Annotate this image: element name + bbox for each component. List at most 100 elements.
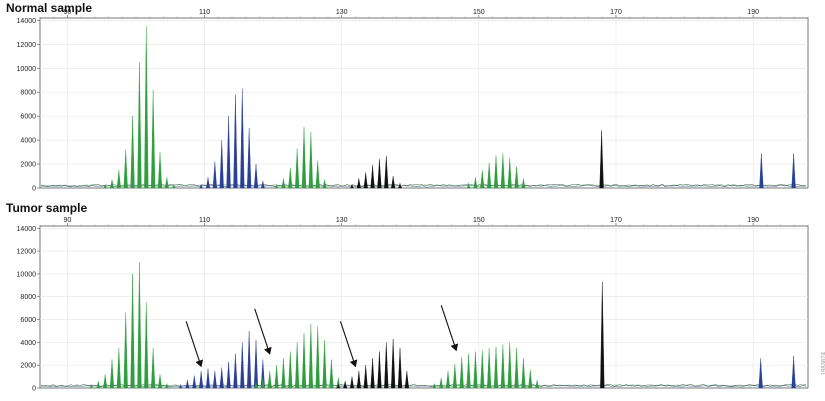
y-tick-label: 4000 xyxy=(20,340,36,347)
peak xyxy=(178,383,183,389)
peak xyxy=(274,365,279,389)
y-tick-label: 2000 xyxy=(20,162,36,169)
peak xyxy=(116,348,121,389)
y-tick-label: 8000 xyxy=(20,294,36,301)
plot-area xyxy=(39,17,809,189)
peak xyxy=(445,370,451,389)
peak xyxy=(226,116,231,189)
annotation-arrow xyxy=(339,321,358,368)
peak xyxy=(219,140,224,189)
peak xyxy=(95,381,101,389)
x-tick-label: 150 xyxy=(473,217,485,224)
peak xyxy=(350,184,354,189)
peak xyxy=(466,183,471,189)
peak xyxy=(315,326,320,389)
y-tick-label: 0 xyxy=(32,386,36,393)
peak xyxy=(377,351,382,389)
annotation-arrow xyxy=(254,308,272,355)
peak xyxy=(315,160,320,189)
peak xyxy=(322,340,327,389)
baseline-trace xyxy=(41,184,807,188)
peak xyxy=(438,377,444,389)
peak xyxy=(377,159,382,189)
tumor-sample-title: Tumor sample xyxy=(6,201,88,215)
peak xyxy=(253,164,259,189)
peak xyxy=(260,377,266,389)
normal-sample-chart: 90 110 130 150 170 190 0 2000 4000 6000 8000 10000 1… xyxy=(17,9,809,193)
peak xyxy=(295,148,300,189)
peak xyxy=(199,184,204,189)
peak xyxy=(157,374,163,389)
peak xyxy=(600,281,605,389)
peak xyxy=(260,359,265,389)
peak xyxy=(500,153,505,189)
baseline-trace xyxy=(40,183,807,187)
peak xyxy=(336,377,341,389)
y-tick-label: 14000 xyxy=(17,226,37,233)
peak xyxy=(480,170,485,189)
peak xyxy=(295,342,300,389)
y-tick-label: 0 xyxy=(32,186,36,193)
peak xyxy=(308,131,313,189)
peak xyxy=(281,358,286,389)
x-tick-label: 170 xyxy=(610,9,622,16)
peak xyxy=(493,155,499,189)
peak xyxy=(192,375,197,389)
peak xyxy=(247,128,252,189)
peak xyxy=(452,364,458,389)
peak xyxy=(473,177,478,189)
peak xyxy=(322,179,327,189)
y-tick-label: 14000 xyxy=(17,18,37,25)
tumor-sample-chart: 90 110 130 150 170 190 0 2000 4000 6000 8000 10000 1… xyxy=(17,217,809,393)
peak xyxy=(116,170,122,189)
peak xyxy=(301,126,307,189)
x-tick-label: 190 xyxy=(747,9,759,16)
peak xyxy=(144,302,149,389)
peak xyxy=(500,344,505,389)
peak xyxy=(198,370,204,389)
y-tick-label: 6000 xyxy=(20,317,36,324)
peak xyxy=(274,184,279,189)
peak xyxy=(219,367,224,389)
peak xyxy=(288,167,293,189)
peak xyxy=(260,180,266,189)
y-tick-label: 10000 xyxy=(17,66,37,73)
peak xyxy=(363,172,368,189)
y-tick-label: 8000 xyxy=(20,90,36,97)
peak xyxy=(103,184,108,189)
y-tick-label: 6000 xyxy=(20,114,36,121)
peak xyxy=(356,178,362,189)
peak xyxy=(370,165,375,189)
x-tick-label: 110 xyxy=(199,9,210,16)
peak xyxy=(599,130,604,189)
x-tick-label: 110 xyxy=(199,217,210,224)
peak xyxy=(137,262,142,389)
peak xyxy=(356,370,362,389)
annotation-arrow xyxy=(440,305,459,352)
peak xyxy=(521,358,526,389)
normal-sample-title: Normal sample xyxy=(6,1,93,15)
peak xyxy=(281,178,286,189)
peak xyxy=(240,88,245,189)
peak xyxy=(253,382,259,389)
peak xyxy=(253,340,259,389)
y-tick-label: 4000 xyxy=(20,138,36,145)
peak xyxy=(397,183,403,189)
peak xyxy=(267,370,272,389)
peak xyxy=(432,383,437,389)
peak xyxy=(102,374,108,389)
peak xyxy=(507,342,512,389)
x-tick-label: 190 xyxy=(747,217,759,224)
peak xyxy=(205,368,211,389)
figure-id-watermark: 1983674 xyxy=(821,352,825,376)
peak xyxy=(164,383,169,389)
peak xyxy=(466,353,471,389)
peak xyxy=(171,184,176,189)
peak xyxy=(384,342,389,389)
peak xyxy=(391,338,396,389)
peak xyxy=(301,333,307,389)
peak xyxy=(151,89,156,189)
peak xyxy=(791,356,796,389)
peak xyxy=(157,152,163,189)
y-tick-label: 2000 xyxy=(20,363,36,370)
